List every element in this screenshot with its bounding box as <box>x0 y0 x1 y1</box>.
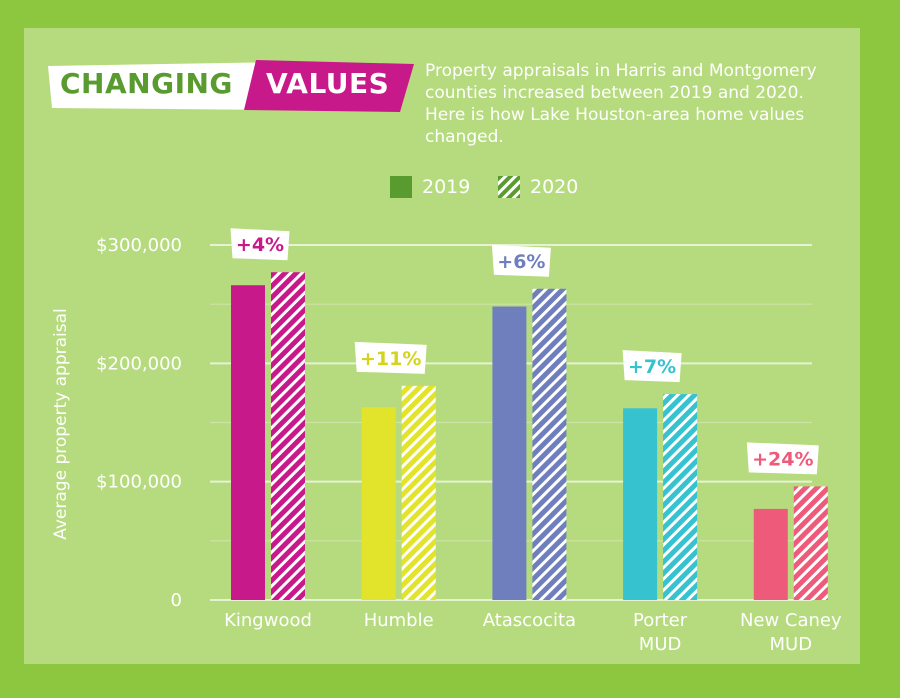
change-label: +4% <box>236 234 284 256</box>
chart-panel <box>24 28 860 664</box>
bar-2019 <box>231 285 265 600</box>
legend-swatch-2019 <box>390 176 412 198</box>
y-axis-label: Average property appraisal <box>51 308 71 540</box>
legend-swatch-2020 <box>498 176 520 198</box>
x-category-label: MUD <box>770 634 813 655</box>
x-category-label: Kingwood <box>224 610 312 631</box>
change-label: +6% <box>497 251 545 273</box>
subtitle: Property appraisals in Harris and Montgo… <box>425 61 817 147</box>
title-banner: CHANGING VALUES <box>48 58 416 114</box>
title-banner-shape <box>48 60 414 112</box>
x-category-label: Humble <box>364 610 434 631</box>
bar-2020 <box>793 486 828 600</box>
bar-2019 <box>492 306 527 600</box>
change-label: +7% <box>628 356 676 378</box>
bar-2019 <box>623 408 658 600</box>
y-tick-label: $200,000 <box>96 353 182 374</box>
legend-label-2019: 2019 <box>422 176 471 198</box>
title-part2: VALUES <box>266 67 390 100</box>
y-tick-label: $100,000 <box>96 472 182 493</box>
change-label: +24% <box>752 448 813 470</box>
bar-2020 <box>663 394 698 600</box>
change-label: +11% <box>360 348 421 370</box>
bar-2020 <box>271 272 305 600</box>
y-tick-label: 0 <box>171 590 182 611</box>
bar-2019 <box>361 407 396 600</box>
y-tick-label: $300,000 <box>96 235 182 256</box>
legend-item-2019: 2019 <box>390 176 470 198</box>
x-category-label: Porter <box>633 610 688 631</box>
change-callout <box>354 341 427 374</box>
bar-2020 <box>532 288 567 600</box>
bar-2020 <box>401 385 436 600</box>
x-category-label: New Caney <box>740 610 842 631</box>
legend-label-2020: 2020 <box>530 176 579 198</box>
change-callout <box>622 350 682 383</box>
x-category-label: Atascocita <box>483 610 576 631</box>
title-banner-magenta <box>244 60 414 112</box>
change-callout <box>491 244 551 277</box>
change-callout <box>746 442 819 475</box>
bar-2019 <box>753 508 788 600</box>
change-callout <box>230 228 290 261</box>
title-part1: CHANGING <box>60 67 233 100</box>
legend-item-2020: 2020 <box>498 176 578 198</box>
x-category-label: MUD <box>639 634 682 655</box>
